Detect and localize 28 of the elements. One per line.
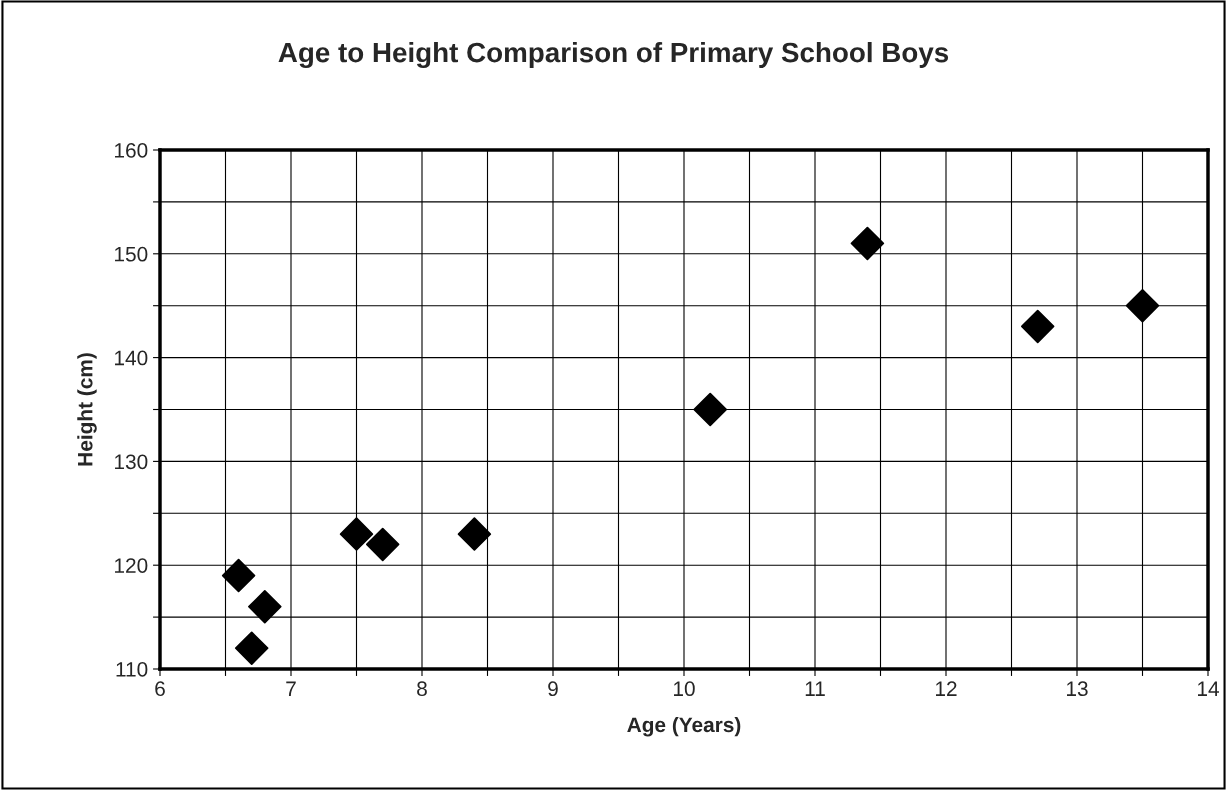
x-axis-title: Age (Years): [627, 716, 741, 737]
x-tick-label: 13: [1067, 681, 1088, 697]
x-tick-label: 14: [1198, 681, 1219, 696]
chart-title: Age to Height Comparison of Primary School Boys: [278, 41, 949, 69]
y-tick-label: 150: [115, 246, 148, 262]
point: [339, 517, 374, 551]
point: [1020, 309, 1055, 344]
x-tick-label: 11: [805, 681, 825, 696]
y-tick-label: 130: [115, 454, 148, 470]
x-tick-label: 8: [417, 681, 427, 697]
x-tick-label: 9: [548, 681, 558, 697]
x-tick-label: 6: [155, 681, 165, 697]
y-tick-label: 140: [115, 350, 148, 366]
point: [850, 226, 885, 261]
y-tick-label: 120: [115, 558, 148, 573]
point: [1125, 288, 1160, 323]
point: [365, 527, 400, 562]
y-axis-title: Height (cm): [77, 353, 97, 466]
x-tick-label: 10: [674, 681, 695, 697]
x-tick-label: 7: [286, 681, 296, 696]
y-tick-label: 110: [116, 662, 148, 677]
point: [693, 392, 727, 427]
point: [221, 558, 256, 593]
y-tick-label: 160: [115, 143, 148, 158]
point: [457, 517, 492, 551]
x-tick-label: 12: [936, 681, 957, 696]
point: [234, 631, 269, 665]
point: [248, 589, 282, 624]
